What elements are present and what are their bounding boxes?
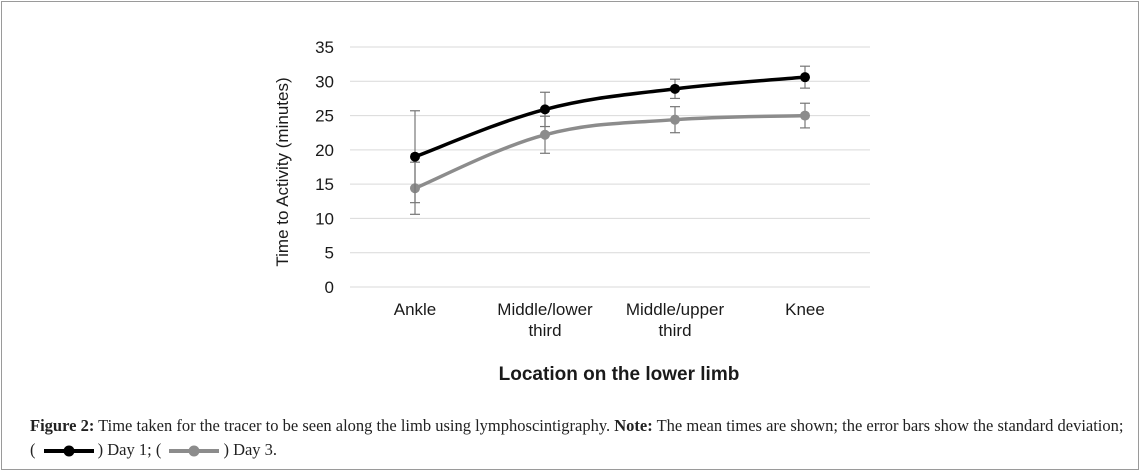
x-tick-label: Ankle [394, 300, 437, 319]
y-tick-label: 15 [315, 175, 334, 194]
x-tick-label: Middle/lower third [497, 300, 593, 340]
data-point [800, 110, 810, 121]
y-tick-label: 0 [325, 278, 334, 297]
x-tick-labels: Ankle Middle/lower third Middle/upper third K… [394, 300, 825, 340]
legend-day1-swatch [43, 445, 94, 457]
data-point [410, 151, 420, 162]
x-tick-label: Knee [785, 300, 825, 319]
data-point [670, 83, 680, 94]
data-point [540, 104, 550, 115]
caption-day1-text: ) Day 1; ( [97, 440, 162, 459]
legend-day3-swatch [169, 445, 220, 457]
caption-note-label: Note: [614, 416, 653, 435]
y-tick-labels: 0 5 10 15 20 25 30 35 [315, 38, 334, 297]
caption-text: Time taken for the tracer to be seen alo… [94, 416, 615, 435]
data-point [800, 72, 810, 83]
y-tick-label: 30 [315, 72, 334, 91]
caption-note-text: The mean times are shown; the error bars… [30, 416, 1124, 459]
data-point [540, 129, 550, 140]
gridlines [350, 46, 870, 288]
series-group [410, 65, 810, 215]
series-day-3 [410, 102, 810, 215]
series-line [414, 75, 806, 159]
series-day-1 [410, 65, 810, 204]
series-line [414, 113, 806, 190]
data-point [670, 114, 680, 125]
y-tick-label: 25 [315, 107, 334, 126]
line-chart: 0 5 10 15 20 25 30 35 Ankle Middle/lower third Mid… [273, 38, 870, 385]
caption-figure-label: Figure 2: [30, 416, 95, 435]
y-tick-label: 35 [315, 38, 334, 57]
y-tick-label: 5 [325, 244, 334, 263]
y-axis-label: Time to Activity (minutes) [273, 77, 292, 266]
figure-caption: Figure 2: Time taken for the tracer to b… [30, 414, 1130, 462]
x-axis-label: Location on the lower limb [499, 364, 740, 385]
y-tick-label: 10 [315, 209, 334, 228]
x-tick-label: Middle/upper third [626, 300, 725, 340]
caption-day3-text: ) Day 3. [223, 440, 278, 459]
y-tick-label: 20 [315, 141, 334, 160]
